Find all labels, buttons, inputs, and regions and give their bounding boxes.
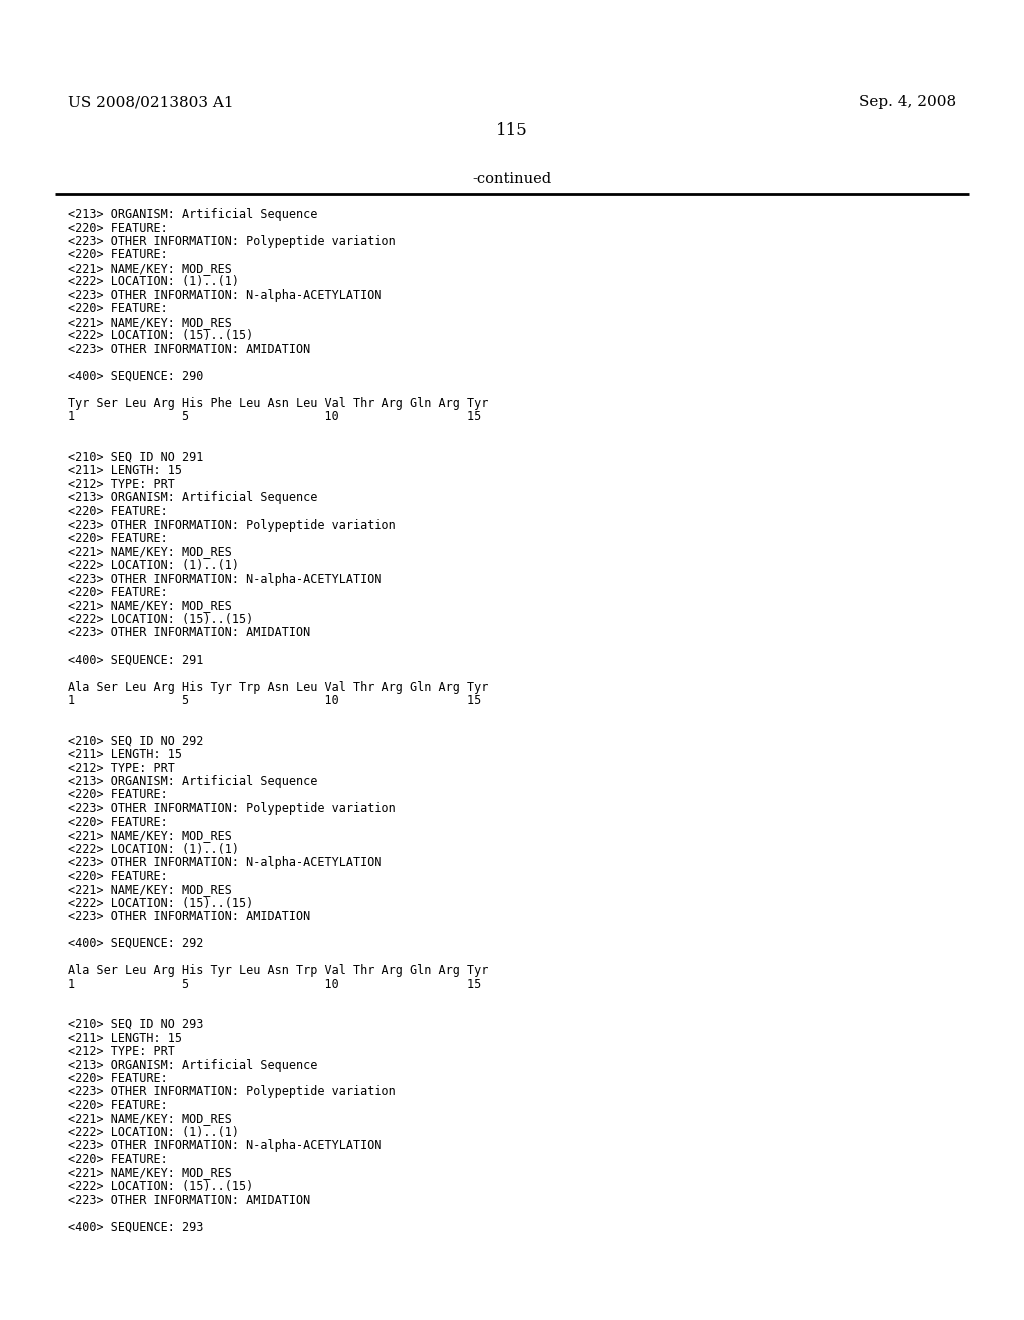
Text: Sep. 4, 2008: Sep. 4, 2008 [859,95,956,110]
Text: <220> FEATURE:: <220> FEATURE: [68,506,168,517]
Text: 1               5                   10                  15: 1 5 10 15 [68,411,481,424]
Text: <222> LOCATION: (1)..(1): <222> LOCATION: (1)..(1) [68,1126,239,1139]
Text: <400> SEQUENCE: 292: <400> SEQUENCE: 292 [68,937,204,950]
Text: <400> SEQUENCE: 293: <400> SEQUENCE: 293 [68,1221,204,1233]
Text: <220> FEATURE:: <220> FEATURE: [68,816,168,829]
Text: <223> OTHER INFORMATION: AMIDATION: <223> OTHER INFORMATION: AMIDATION [68,343,310,356]
Text: <213> ORGANISM: Artificial Sequence: <213> ORGANISM: Artificial Sequence [68,775,317,788]
Text: <220> FEATURE:: <220> FEATURE: [68,586,168,599]
Text: <220> FEATURE:: <220> FEATURE: [68,532,168,545]
Text: US 2008/0213803 A1: US 2008/0213803 A1 [68,95,233,110]
Text: <222> LOCATION: (1)..(1): <222> LOCATION: (1)..(1) [68,558,239,572]
Text: <223> OTHER INFORMATION: N-alpha-ACETYLATION: <223> OTHER INFORMATION: N-alpha-ACETYLA… [68,1139,382,1152]
Text: <212> TYPE: PRT: <212> TYPE: PRT [68,1045,175,1059]
Text: <212> TYPE: PRT: <212> TYPE: PRT [68,478,175,491]
Text: <220> FEATURE:: <220> FEATURE: [68,302,168,315]
Text: <222> LOCATION: (15)..(15): <222> LOCATION: (15)..(15) [68,612,253,626]
Text: Tyr Ser Leu Arg His Phe Leu Asn Leu Val Thr Arg Gln Arg Tyr: Tyr Ser Leu Arg His Phe Leu Asn Leu Val … [68,397,488,411]
Text: <211> LENGTH: 15: <211> LENGTH: 15 [68,1031,182,1044]
Text: <220> FEATURE:: <220> FEATURE: [68,1072,168,1085]
Text: <220> FEATURE:: <220> FEATURE: [68,248,168,261]
Text: <223> OTHER INFORMATION: Polypeptide variation: <223> OTHER INFORMATION: Polypeptide var… [68,519,395,532]
Text: <213> ORGANISM: Artificial Sequence: <213> ORGANISM: Artificial Sequence [68,491,317,504]
Text: <221> NAME/KEY: MOD_RES: <221> NAME/KEY: MOD_RES [68,1113,231,1126]
Text: <212> TYPE: PRT: <212> TYPE: PRT [68,762,175,775]
Text: 1               5                   10                  15: 1 5 10 15 [68,694,481,708]
Text: <221> NAME/KEY: MOD_RES: <221> NAME/KEY: MOD_RES [68,883,231,896]
Text: <223> OTHER INFORMATION: Polypeptide variation: <223> OTHER INFORMATION: Polypeptide var… [68,235,395,248]
Text: <220> FEATURE:: <220> FEATURE: [68,222,168,235]
Text: <223> OTHER INFORMATION: AMIDATION: <223> OTHER INFORMATION: AMIDATION [68,909,310,923]
Text: <210> SEQ ID NO 291: <210> SEQ ID NO 291 [68,451,204,465]
Text: <220> FEATURE:: <220> FEATURE: [68,788,168,801]
Text: <222> LOCATION: (1)..(1): <222> LOCATION: (1)..(1) [68,276,239,289]
Text: <210> SEQ ID NO 293: <210> SEQ ID NO 293 [68,1018,204,1031]
Text: <223> OTHER INFORMATION: AMIDATION: <223> OTHER INFORMATION: AMIDATION [68,627,310,639]
Text: <221> NAME/KEY: MOD_RES: <221> NAME/KEY: MOD_RES [68,315,231,329]
Text: <221> NAME/KEY: MOD_RES: <221> NAME/KEY: MOD_RES [68,261,231,275]
Text: <222> LOCATION: (1)..(1): <222> LOCATION: (1)..(1) [68,842,239,855]
Text: <220> FEATURE:: <220> FEATURE: [68,870,168,883]
Text: <223> OTHER INFORMATION: N-alpha-ACETYLATION: <223> OTHER INFORMATION: N-alpha-ACETYLA… [68,289,382,302]
Text: <221> NAME/KEY: MOD_RES: <221> NAME/KEY: MOD_RES [68,1167,231,1180]
Text: <213> ORGANISM: Artificial Sequence: <213> ORGANISM: Artificial Sequence [68,209,317,220]
Text: <223> OTHER INFORMATION: AMIDATION: <223> OTHER INFORMATION: AMIDATION [68,1193,310,1206]
Text: <211> LENGTH: 15: <211> LENGTH: 15 [68,748,182,762]
Text: <223> OTHER INFORMATION: Polypeptide variation: <223> OTHER INFORMATION: Polypeptide var… [68,1085,395,1098]
Text: 115: 115 [496,121,528,139]
Text: Ala Ser Leu Arg His Tyr Trp Asn Leu Val Thr Arg Gln Arg Tyr: Ala Ser Leu Arg His Tyr Trp Asn Leu Val … [68,681,488,693]
Text: <223> OTHER INFORMATION: N-alpha-ACETYLATION: <223> OTHER INFORMATION: N-alpha-ACETYLA… [68,573,382,586]
Text: <223> OTHER INFORMATION: Polypeptide variation: <223> OTHER INFORMATION: Polypeptide var… [68,803,395,814]
Text: <222> LOCATION: (15)..(15): <222> LOCATION: (15)..(15) [68,896,253,909]
Text: <211> LENGTH: 15: <211> LENGTH: 15 [68,465,182,478]
Text: <223> OTHER INFORMATION: N-alpha-ACETYLATION: <223> OTHER INFORMATION: N-alpha-ACETYLA… [68,855,382,869]
Text: -continued: -continued [472,172,552,186]
Text: <222> LOCATION: (15)..(15): <222> LOCATION: (15)..(15) [68,330,253,342]
Text: <213> ORGANISM: Artificial Sequence: <213> ORGANISM: Artificial Sequence [68,1059,317,1072]
Text: <220> FEATURE:: <220> FEATURE: [68,1152,168,1166]
Text: <400> SEQUENCE: 291: <400> SEQUENCE: 291 [68,653,204,667]
Text: <220> FEATURE:: <220> FEATURE: [68,1100,168,1111]
Text: <222> LOCATION: (15)..(15): <222> LOCATION: (15)..(15) [68,1180,253,1193]
Text: <210> SEQ ID NO 292: <210> SEQ ID NO 292 [68,734,204,747]
Text: <400> SEQUENCE: 290: <400> SEQUENCE: 290 [68,370,204,383]
Text: <221> NAME/KEY: MOD_RES: <221> NAME/KEY: MOD_RES [68,829,231,842]
Text: <221> NAME/KEY: MOD_RES: <221> NAME/KEY: MOD_RES [68,545,231,558]
Text: <221> NAME/KEY: MOD_RES: <221> NAME/KEY: MOD_RES [68,599,231,612]
Text: 1               5                   10                  15: 1 5 10 15 [68,978,481,990]
Text: Ala Ser Leu Arg His Tyr Leu Asn Trp Val Thr Arg Gln Arg Tyr: Ala Ser Leu Arg His Tyr Leu Asn Trp Val … [68,964,488,977]
